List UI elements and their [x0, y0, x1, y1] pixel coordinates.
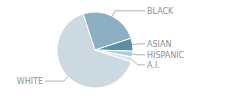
slice-label: ASIAN: [147, 40, 171, 49]
leader-line: [45, 77, 68, 81]
leader-line: [133, 54, 145, 56]
slice-label: WHITE: [17, 77, 43, 86]
leader-line: [132, 59, 145, 64]
pie-slice: [95, 50, 132, 62]
leader-line: [133, 43, 145, 45]
leader-line: [112, 11, 145, 16]
slice-label: HISPANIC: [147, 51, 185, 60]
slice-label: A.I.: [147, 61, 160, 70]
slice-label: BLACK: [147, 7, 174, 16]
pie: WHITE BLACK ASIAN HISPANICA.I.: [17, 7, 185, 88]
chart: WHITE BLACK ASIAN HISPANICA.I.: [0, 0, 240, 100]
pie-slice: [95, 38, 133, 51]
